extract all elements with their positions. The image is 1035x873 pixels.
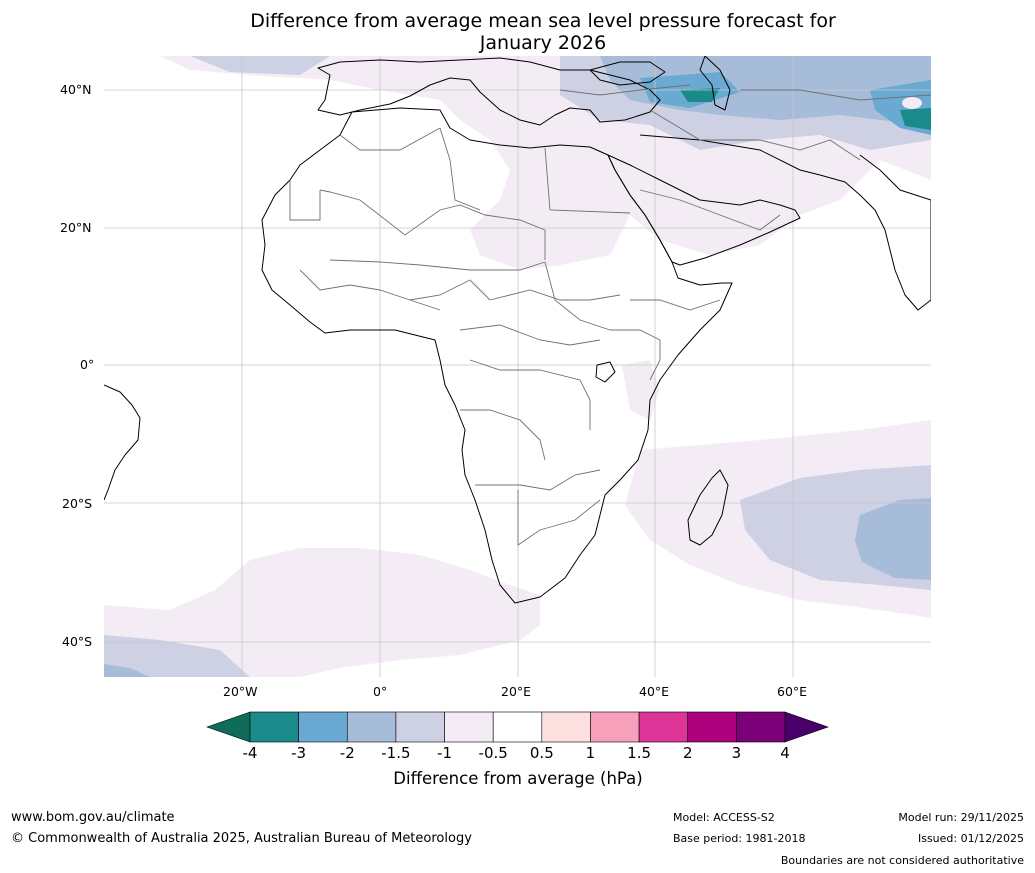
colorbar-tick: -3: [291, 744, 307, 762]
footer-copyright: © Commonwealth of Australia 2025, Austra…: [11, 831, 472, 846]
border-east-africa: [610, 329, 661, 381]
graticule: [104, 56, 931, 677]
border-horn: [630, 299, 721, 311]
colorbar-segment: [736, 711, 786, 743]
colorbar-segment: [298, 711, 348, 743]
colorbar-tick: 3: [731, 744, 742, 762]
coast-europe: [317, 57, 661, 126]
border-chad-sudan: [489, 289, 621, 301]
colorbar-segment: [395, 711, 445, 743]
lon-label-20w: 20°W: [223, 684, 258, 699]
colorbar-tick: 2: [682, 744, 693, 762]
lon-label-60e: 60°E: [777, 684, 808, 699]
lat-label-equator: 0°: [80, 357, 95, 372]
anomaly-region-caspian: [600, 56, 931, 125]
colorbar-segment: [249, 711, 299, 743]
anomaly-region-pamir: [900, 108, 931, 130]
border-egypt: [544, 147, 631, 214]
title-line-2: January 2026: [479, 32, 607, 54]
colorbar-tick: 1: [585, 744, 596, 762]
coast-caspian: [699, 56, 731, 111]
border-arabia-interior: [639, 189, 781, 231]
lon-label-20e: 20°E: [501, 684, 532, 699]
footer-disclaimer: Boundaries are not considered authoritat…: [780, 854, 1024, 867]
colorbar-over-arrow: [784, 711, 829, 743]
colorbar-tick: -1: [437, 744, 453, 762]
border-algeria-north: [339, 127, 441, 151]
coast-arabia: [607, 154, 801, 266]
border-west-africa: [299, 269, 441, 311]
footer-url[interactable]: www.bom.gov.au/climate: [11, 810, 175, 825]
anomaly-region-tibet-centre: [902, 97, 922, 109]
anomaly-region-north-band: [190, 56, 330, 75]
coast-south-america: [104, 384, 141, 501]
footer-model: Model: ACCESS-S2: [673, 811, 775, 824]
border-turkey-region: [559, 84, 691, 96]
border-drc: [469, 359, 591, 430]
lat-label-40s: 40°S: [62, 634, 93, 649]
footer-base-period: Base period: 1981-2018: [673, 832, 806, 845]
colorbar-segment: [687, 711, 737, 743]
border-angola: [460, 409, 546, 461]
anomaly-region-south-atlantic-core: [104, 664, 150, 677]
anomaly-region-caucasus: [680, 88, 720, 102]
coast-black-sea: [589, 61, 666, 86]
border-sudan-south: [544, 261, 611, 331]
border-algeria-south: [319, 189, 546, 260]
map-title: Difference from average mean sea level p…: [140, 10, 946, 54]
anomaly-region-indian-ocean-core: [855, 498, 931, 580]
lat-label-40n: 40°N: [60, 82, 92, 97]
anomaly-region-east-africa: [622, 360, 660, 420]
country-borders: [289, 84, 931, 546]
border-sahel: [329, 259, 546, 271]
border-central-africa: [459, 324, 601, 346]
border-iran-region: [649, 109, 861, 161]
colorbar-tick: -0.5: [478, 744, 508, 762]
anomaly-region-south-atlantic-light: [104, 548, 540, 677]
coast-lake-victoria: [595, 361, 616, 383]
colorbar-segment: [492, 711, 543, 743]
colorbar-segment: [590, 711, 640, 743]
coastlines: [104, 56, 931, 604]
colorbar: [206, 711, 829, 743]
colorbar-label: Difference from average (hPa): [393, 769, 643, 788]
footer-issued: Issued: 01/12/2025: [917, 832, 1024, 845]
colorbar-tick: 0.5: [529, 744, 554, 762]
border-nigeria: [409, 279, 491, 301]
colorbar-tick: -2: [339, 744, 355, 762]
border-namibia-botswana: [475, 469, 601, 491]
colorbar-under-arrow: [206, 711, 251, 743]
colorbar-tick: 1.5: [627, 744, 652, 762]
colorbar-segment: [346, 711, 397, 743]
colorbar-segment: [638, 711, 689, 743]
colorbar-tick: -4: [242, 744, 258, 762]
border-south-africa: [517, 490, 601, 546]
border-libya: [439, 127, 481, 211]
coast-madagascar: [687, 469, 729, 546]
coast-persian-gulf-india: [639, 134, 931, 311]
lat-label-20n: 20°N: [60, 220, 92, 235]
anomaly-region-south-atlantic-mid: [104, 635, 250, 677]
lat-label-20s: 20°S: [62, 496, 93, 511]
colorbar-tick: -1.5: [381, 744, 411, 762]
border-central-asia: [740, 89, 931, 101]
colorbar-tick: 4: [780, 744, 790, 762]
border-western-sahara: [289, 180, 321, 221]
lon-label-0: 0°: [373, 684, 388, 699]
colorbar-segment: [541, 711, 591, 743]
title-line-1: Difference from average mean sea level p…: [250, 10, 836, 32]
lon-label-40e: 40°E: [639, 684, 670, 699]
colorbar-segment: [444, 711, 494, 743]
footer-model-run: Model run: 29/11/2025: [898, 811, 1024, 824]
anomaly-shading: [104, 56, 931, 677]
